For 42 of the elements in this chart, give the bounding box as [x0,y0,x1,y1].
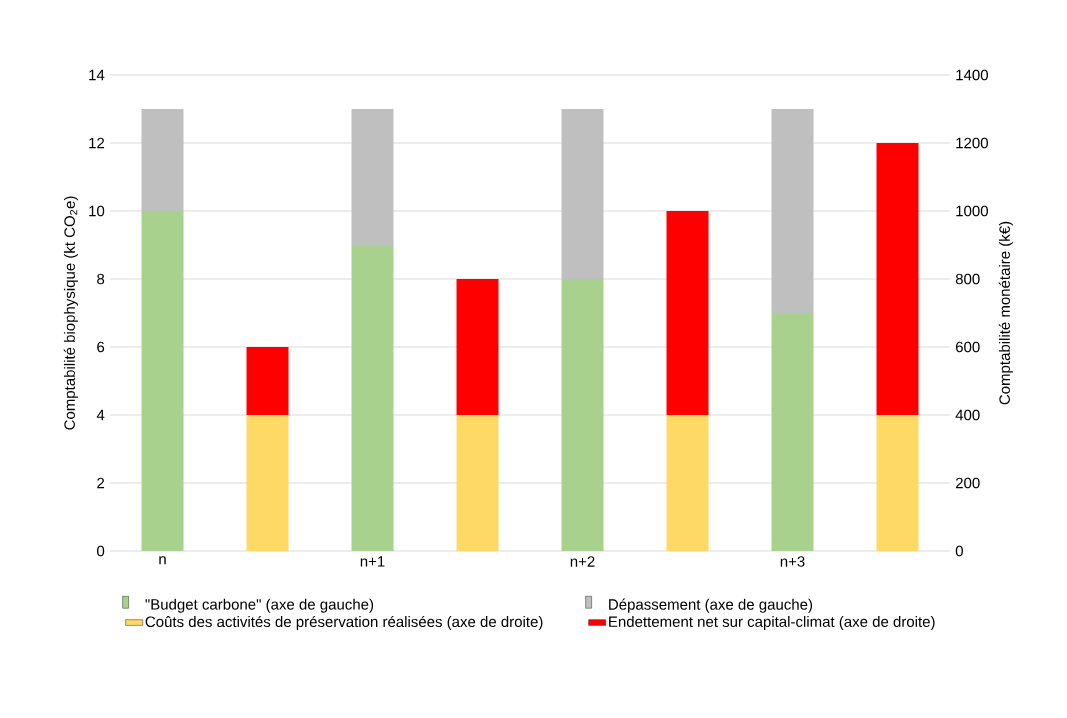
y-tick-label: 0 [97,545,105,557]
bar [456,279,499,415]
legend-label: Endettement net sur capital-climat (axe de droite) [609,615,935,630]
y2-axis-title: Comptabilité monétaire (k€) [998,221,1013,405]
y2-tick-label: 1200 [956,137,988,149]
legend-label: "Budget carbone" (axe de gauche) [145,598,374,613]
bar [771,313,814,551]
y2-tick-label: 200 [955,477,980,489]
y-tick-label: 12 [89,137,105,149]
x-tick-label: n [159,556,166,565]
y-tick-label: 4 [96,409,105,421]
y-tick-label: 2 [97,477,105,489]
legend-label: Coûts des activités de préservation réalisées (axe de droite) [145,615,543,631]
bar [666,415,709,551]
bar [351,109,394,245]
legend-label: Dépassement (axe de gauche) [609,598,813,613]
bar [561,109,604,279]
y2-tick-label: 600 [955,341,980,353]
bar [246,347,289,415]
y2-tick-label: 400 [955,409,980,421]
bar [561,279,604,551]
y-tick-label: 10 [89,205,105,217]
y-axis-title: Comptabilité biophysique (kt CO$_{2}$e) [63,196,78,430]
x-tick-label: n+2 [570,556,595,567]
y2-tick-label: 0 [955,545,963,557]
bar [771,109,814,313]
x-tick-label: n+3 [780,556,805,567]
bar [876,415,919,551]
y2-tick-label: 1000 [956,205,988,217]
bar [876,142,919,415]
bar [456,415,499,551]
bar [141,109,184,211]
bar [351,245,394,551]
y2-tick-label: 800 [955,273,980,285]
y-tick-label: 8 [97,273,105,285]
y2-tick-label: 1400 [956,69,988,81]
bar [246,415,289,551]
bar [141,210,184,551]
bar [666,210,709,415]
y-tick-label: 6 [97,341,105,353]
y-tick-label: 14 [89,69,105,81]
x-tick-label: n+1 [360,556,385,567]
